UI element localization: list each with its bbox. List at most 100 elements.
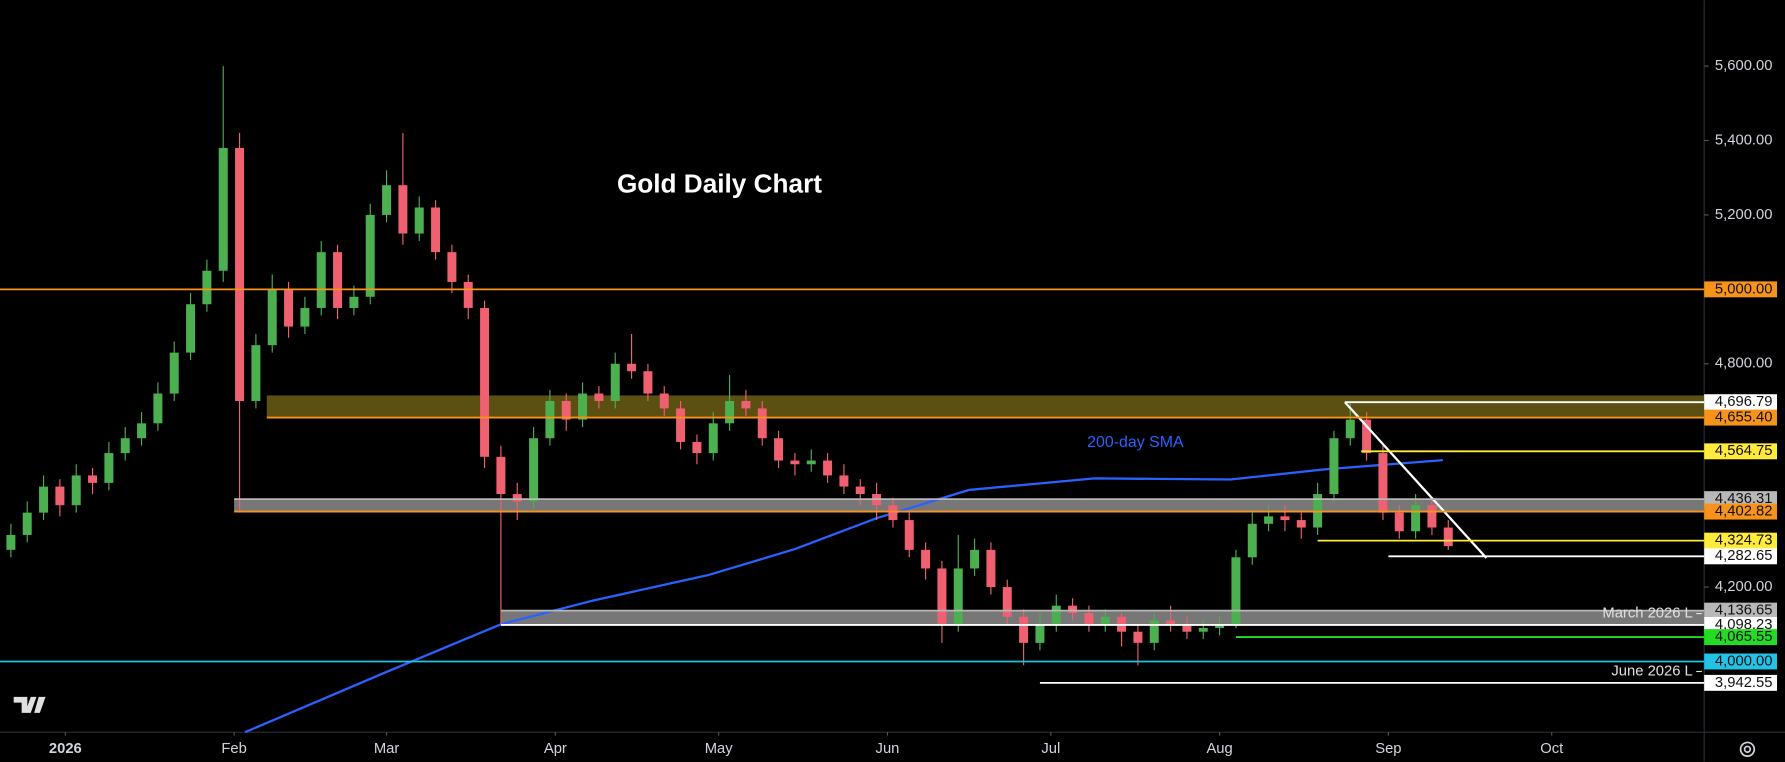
- zone: [266, 395, 1705, 418]
- level-price-label: 4,282.65: [1715, 548, 1773, 564]
- candle-body: [921, 549, 931, 569]
- candle-body: [1149, 620, 1159, 643]
- candle-body: [1345, 419, 1355, 439]
- candle-body: [22, 512, 32, 535]
- level-price-label: 4,436.31: [1715, 491, 1773, 507]
- candle-body: [365, 214, 375, 297]
- plot: 200-day SMA March 2026 L June 2026 L: [0, 66, 1705, 734]
- y-tick-label: 5,200.00: [1715, 207, 1773, 223]
- candle-body: [578, 393, 588, 420]
- candle-body: [6, 534, 16, 550]
- x-tick-label: Aug: [1206, 741, 1232, 757]
- candle-body: [120, 438, 130, 454]
- x-tick-label: May: [705, 741, 734, 757]
- candle-body: [823, 460, 833, 476]
- candle-body: [447, 252, 457, 282]
- level-price-label: 4,564.75: [1715, 443, 1773, 459]
- candle-body: [1264, 516, 1274, 524]
- candle-body: [1084, 613, 1094, 625]
- level-price-label: 4,000.00: [1715, 653, 1773, 669]
- candle-body: [774, 438, 784, 461]
- candle-body: [88, 475, 98, 483]
- candle-body: [316, 252, 326, 308]
- candle-body: [1100, 616, 1110, 625]
- candle-body: [1198, 627, 1208, 632]
- x-tick-label: 2026: [49, 741, 82, 757]
- candle-body: [806, 460, 816, 465]
- sma-label: 200-day SMA: [1087, 434, 1184, 451]
- settings-icon[interactable]: [1739, 741, 1756, 757]
- candle-body: [1215, 624, 1225, 628]
- candle-body: [1378, 453, 1388, 513]
- candle-body: [235, 147, 245, 401]
- candle-body: [1411, 505, 1421, 532]
- sma-line: [244, 459, 1443, 734]
- x-tick-label: Oct: [1540, 741, 1563, 757]
- candle-body: [725, 400, 735, 424]
- chart-title: Gold Daily Chart: [617, 169, 822, 199]
- candle-body: [1247, 523, 1257, 558]
- candle-body: [333, 252, 343, 308]
- candle-body: [202, 270, 212, 305]
- level-price-label: 4,696.79: [1715, 394, 1773, 410]
- candle-body: [757, 408, 767, 439]
- candle-body: [463, 281, 473, 308]
- candle-body: [71, 475, 81, 506]
- candle-body: [839, 475, 849, 487]
- candle-body: [169, 352, 179, 394]
- candle-body: [1182, 624, 1192, 632]
- level-price-label: 5,000.00: [1715, 281, 1773, 297]
- candle-body: [300, 307, 310, 327]
- x-tick-label: Jul: [1041, 741, 1060, 757]
- x-tick-label: Apr: [544, 741, 567, 757]
- level-price-box: [1704, 532, 1778, 549]
- level-price-label: 4,324.73: [1715, 533, 1773, 549]
- level-price-box: [1704, 281, 1778, 298]
- candle-body: [627, 363, 637, 372]
- candle-body: [970, 549, 980, 569]
- candle-body: [1166, 620, 1176, 625]
- candle-body: [953, 568, 963, 625]
- level-price-label: 4,655.40: [1715, 409, 1773, 425]
- candle-body: [512, 494, 522, 502]
- level-note: June 2026 L: [1611, 663, 1692, 679]
- candle-body: [1035, 624, 1045, 643]
- candle-body: [986, 549, 996, 588]
- candle-body: [1051, 605, 1061, 625]
- candle-body: [708, 423, 718, 454]
- candle-body: [1068, 605, 1078, 614]
- candle-body: [349, 296, 359, 308]
- candle-body: [153, 393, 163, 424]
- x-tick-label: Jun: [876, 741, 900, 757]
- candle-body: [1280, 516, 1290, 521]
- level-price-box: [1704, 443, 1778, 460]
- y-tick-label: 4,200.00: [1715, 579, 1773, 595]
- candle-body: [382, 185, 392, 215]
- level-price-box: [1704, 602, 1778, 619]
- candle-body: [1002, 587, 1012, 617]
- level-price-box: [1704, 548, 1778, 565]
- level-price-box: [1704, 629, 1778, 646]
- candle-body: [1133, 631, 1143, 643]
- level-price-label: 4,402.82: [1715, 503, 1773, 519]
- candle-body: [545, 400, 555, 439]
- level-price-label: 4,136.65: [1715, 603, 1773, 619]
- level-price-box: [1704, 394, 1778, 411]
- level-price-label: 4,065.55: [1715, 629, 1773, 645]
- candle-body: [594, 393, 604, 401]
- candle-body: [267, 289, 277, 346]
- candle-body: [137, 423, 147, 439]
- candle-body: [1296, 520, 1306, 528]
- candle-body: [855, 486, 865, 495]
- level-price-box: [1704, 616, 1778, 633]
- candle-body: [1394, 512, 1404, 532]
- candle-body: [937, 568, 947, 625]
- candle-body: [790, 460, 800, 465]
- candle-body: [186, 304, 196, 353]
- zone: [234, 499, 1705, 512]
- candle-body: [529, 438, 539, 502]
- candle-body: [1231, 557, 1241, 625]
- y-tick-label: 5,600.00: [1715, 58, 1773, 74]
